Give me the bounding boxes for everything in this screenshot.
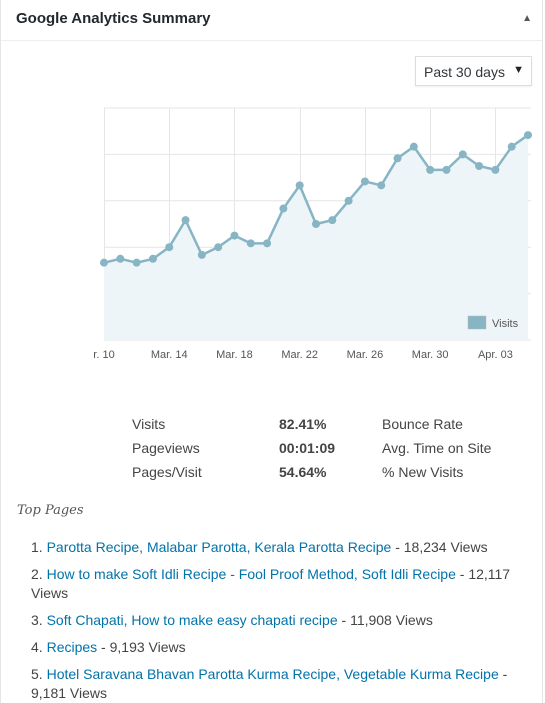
page-link[interactable]: Parotta Recipe, Malabar Parotta, Kerala … (46, 539, 392, 555)
data-point (458, 150, 467, 159)
widget-title: Google Analytics Summary (16, 10, 211, 27)
item-number: 4. (31, 639, 43, 655)
data-point (377, 181, 386, 190)
page-views: - 9,181 Views (31, 666, 508, 701)
page-views: - 9,193 Views (97, 639, 186, 655)
data-point (197, 250, 206, 259)
page-link[interactable]: Recipes (46, 639, 98, 655)
stat-label: Pageviews (132, 440, 200, 456)
stat-label: Pages/Visit (132, 464, 202, 480)
item-number: 3. (31, 612, 43, 628)
visits-area (104, 135, 528, 340)
list-item: 1. Parotta Recipe, Malabar Parotta, Kera… (31, 538, 521, 557)
data-point (442, 165, 451, 174)
collapse-toggle-icon[interactable]: ▲ (522, 13, 532, 24)
data-point (295, 181, 304, 190)
data-point (165, 243, 174, 252)
data-point (312, 220, 320, 228)
data-point (246, 239, 255, 248)
list-item: 2. How to make Soft Idli Recipe - Fool P… (31, 565, 521, 603)
x-tick-label: Mar. 18 (216, 349, 253, 361)
data-point (475, 162, 484, 170)
stat-value: 82.41% (279, 416, 327, 432)
data-point (393, 154, 402, 163)
stat-value: 54.64% (279, 464, 327, 480)
data-point (181, 216, 190, 225)
page-link[interactable]: How to make Soft Idli Recipe - Fool Proo… (46, 566, 456, 582)
data-point (132, 258, 141, 267)
list-item: 5. Hotel Saravana Bhavan Parotta Kurma R… (31, 665, 521, 703)
item-number: 5. (31, 666, 43, 682)
stat-metric: % New Visits (382, 464, 464, 480)
stat-value: 00:01:09 (279, 440, 336, 456)
period-selected-value: Past 30 days (424, 64, 505, 80)
legend-label: Visits (492, 318, 519, 330)
data-point (100, 258, 108, 267)
visits-chart: r. 10 Mar. 14 Mar. 18 Mar. 22 Mar. 26 Mar. 30… (93, 107, 532, 361)
top-pages-list: 1. Parotta Recipe, Malabar Parotta, Kera… (31, 538, 521, 703)
data-point (230, 231, 239, 240)
page-views: - 12,117 Views (31, 566, 511, 601)
legend-swatch (467, 315, 487, 330)
dropdown-arrow-icon: ▼ (513, 64, 524, 76)
page-views: - 11,908 Views (337, 612, 433, 628)
list-item: 3. Soft Chapati, How to make easy chapat… (31, 611, 521, 630)
data-point (328, 216, 337, 225)
stat-metric: Avg. Time on Site (382, 440, 492, 456)
data-point (426, 165, 435, 174)
data-point (524, 131, 532, 140)
widget-header: Google Analytics Summary ▲ (1, 0, 542, 41)
data-point (491, 165, 500, 174)
item-number: 2. (31, 566, 43, 582)
page-views: - 18,234 Views (391, 539, 488, 555)
x-tick-label: Mar. 26 (347, 349, 384, 361)
x-tick-label: Mar. 22 (281, 349, 318, 361)
data-point (344, 196, 353, 205)
page-link[interactable]: Hotel Saravana Bhavan Parotta Kurma Reci… (46, 666, 499, 682)
x-tick-label: r. 10 (93, 349, 114, 361)
data-point (409, 142, 418, 151)
x-tick-label: Mar. 30 (412, 349, 449, 361)
data-point (507, 142, 516, 151)
stat-label: Visits (132, 416, 166, 432)
x-tick-label: Apr. 03 (478, 349, 513, 361)
stat-metric: Bounce Rate (382, 416, 463, 432)
data-point (214, 243, 223, 252)
data-point (263, 239, 272, 248)
data-point (148, 254, 157, 263)
page-link[interactable]: Soft Chapati, How to make easy chapati r… (46, 612, 338, 628)
top-pages-title: Top Pages (17, 503, 84, 518)
data-point (279, 204, 288, 213)
item-number: 1. (31, 539, 43, 555)
period-select[interactable]: Past 30 days ▼ (415, 56, 532, 86)
data-point (360, 177, 369, 186)
list-item: 4. Recipes - 9,193 Views (31, 638, 521, 657)
data-point (116, 254, 125, 263)
x-tick-label: Mar. 14 (151, 349, 188, 361)
